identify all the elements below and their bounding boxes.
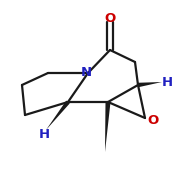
Text: H: H bbox=[161, 75, 173, 89]
Polygon shape bbox=[138, 82, 162, 87]
Text: H: H bbox=[38, 129, 50, 141]
Text: O: O bbox=[104, 13, 116, 26]
Text: N: N bbox=[80, 65, 92, 79]
Polygon shape bbox=[105, 102, 110, 152]
Text: O: O bbox=[147, 114, 159, 126]
Polygon shape bbox=[46, 101, 70, 130]
